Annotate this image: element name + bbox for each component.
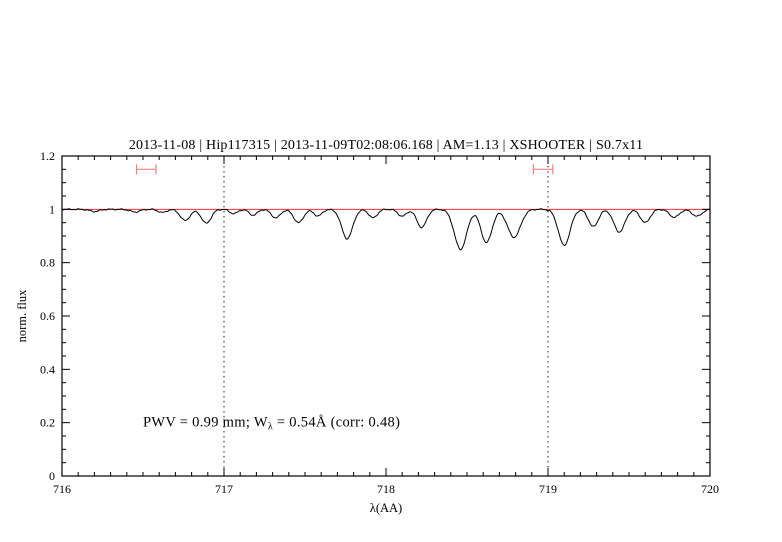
y-tick-label: 0.6 — [40, 309, 55, 323]
axis-ticks — [61, 155, 711, 477]
y-tick-label: 0.4 — [40, 362, 55, 376]
y-axis-label: norm. flux — [15, 289, 29, 343]
x-tick-label: 716 — [53, 482, 71, 496]
x-tick-labels: 716 717 718 719 720 — [53, 482, 719, 496]
y-tick-label: 0 — [49, 469, 55, 483]
x-tick-label: 717 — [215, 482, 233, 496]
annotation-post: = 0.54Å (corr: 0.48) — [273, 415, 400, 431]
plot-title: 2013-11-08 | Hip117315 | 2013-11-09T02:0… — [129, 138, 643, 153]
y-tick-label: 0.2 — [40, 416, 55, 430]
y-tick-labels: 0 0.2 0.4 0.6 0.8 1 1.2 — [40, 149, 55, 483]
y-tick-label: 1.2 — [40, 149, 55, 163]
grid-dotted-vlines — [223, 156, 549, 476]
y-tick-label: 1 — [49, 202, 55, 216]
pwv-annotation: PWV = 0.99 mm; Wλ = 0.54Å (corr: 0.48) — [143, 415, 400, 433]
range-marker — [135, 164, 157, 175]
x-tick-label: 720 — [701, 482, 719, 496]
spectrum-line — [61, 208, 711, 251]
annotation-pre: PWV = 0.99 mm; W — [143, 415, 268, 431]
y-tick-label: 0.8 — [40, 256, 55, 270]
annotation-lambda-subscript: λ — [268, 422, 273, 433]
x-tick-label: 718 — [377, 482, 395, 496]
x-axis-label: λ(AA) — [370, 501, 402, 515]
range-marker — [532, 164, 554, 175]
range-markers — [135, 164, 554, 175]
x-tick-label: 719 — [539, 482, 557, 496]
